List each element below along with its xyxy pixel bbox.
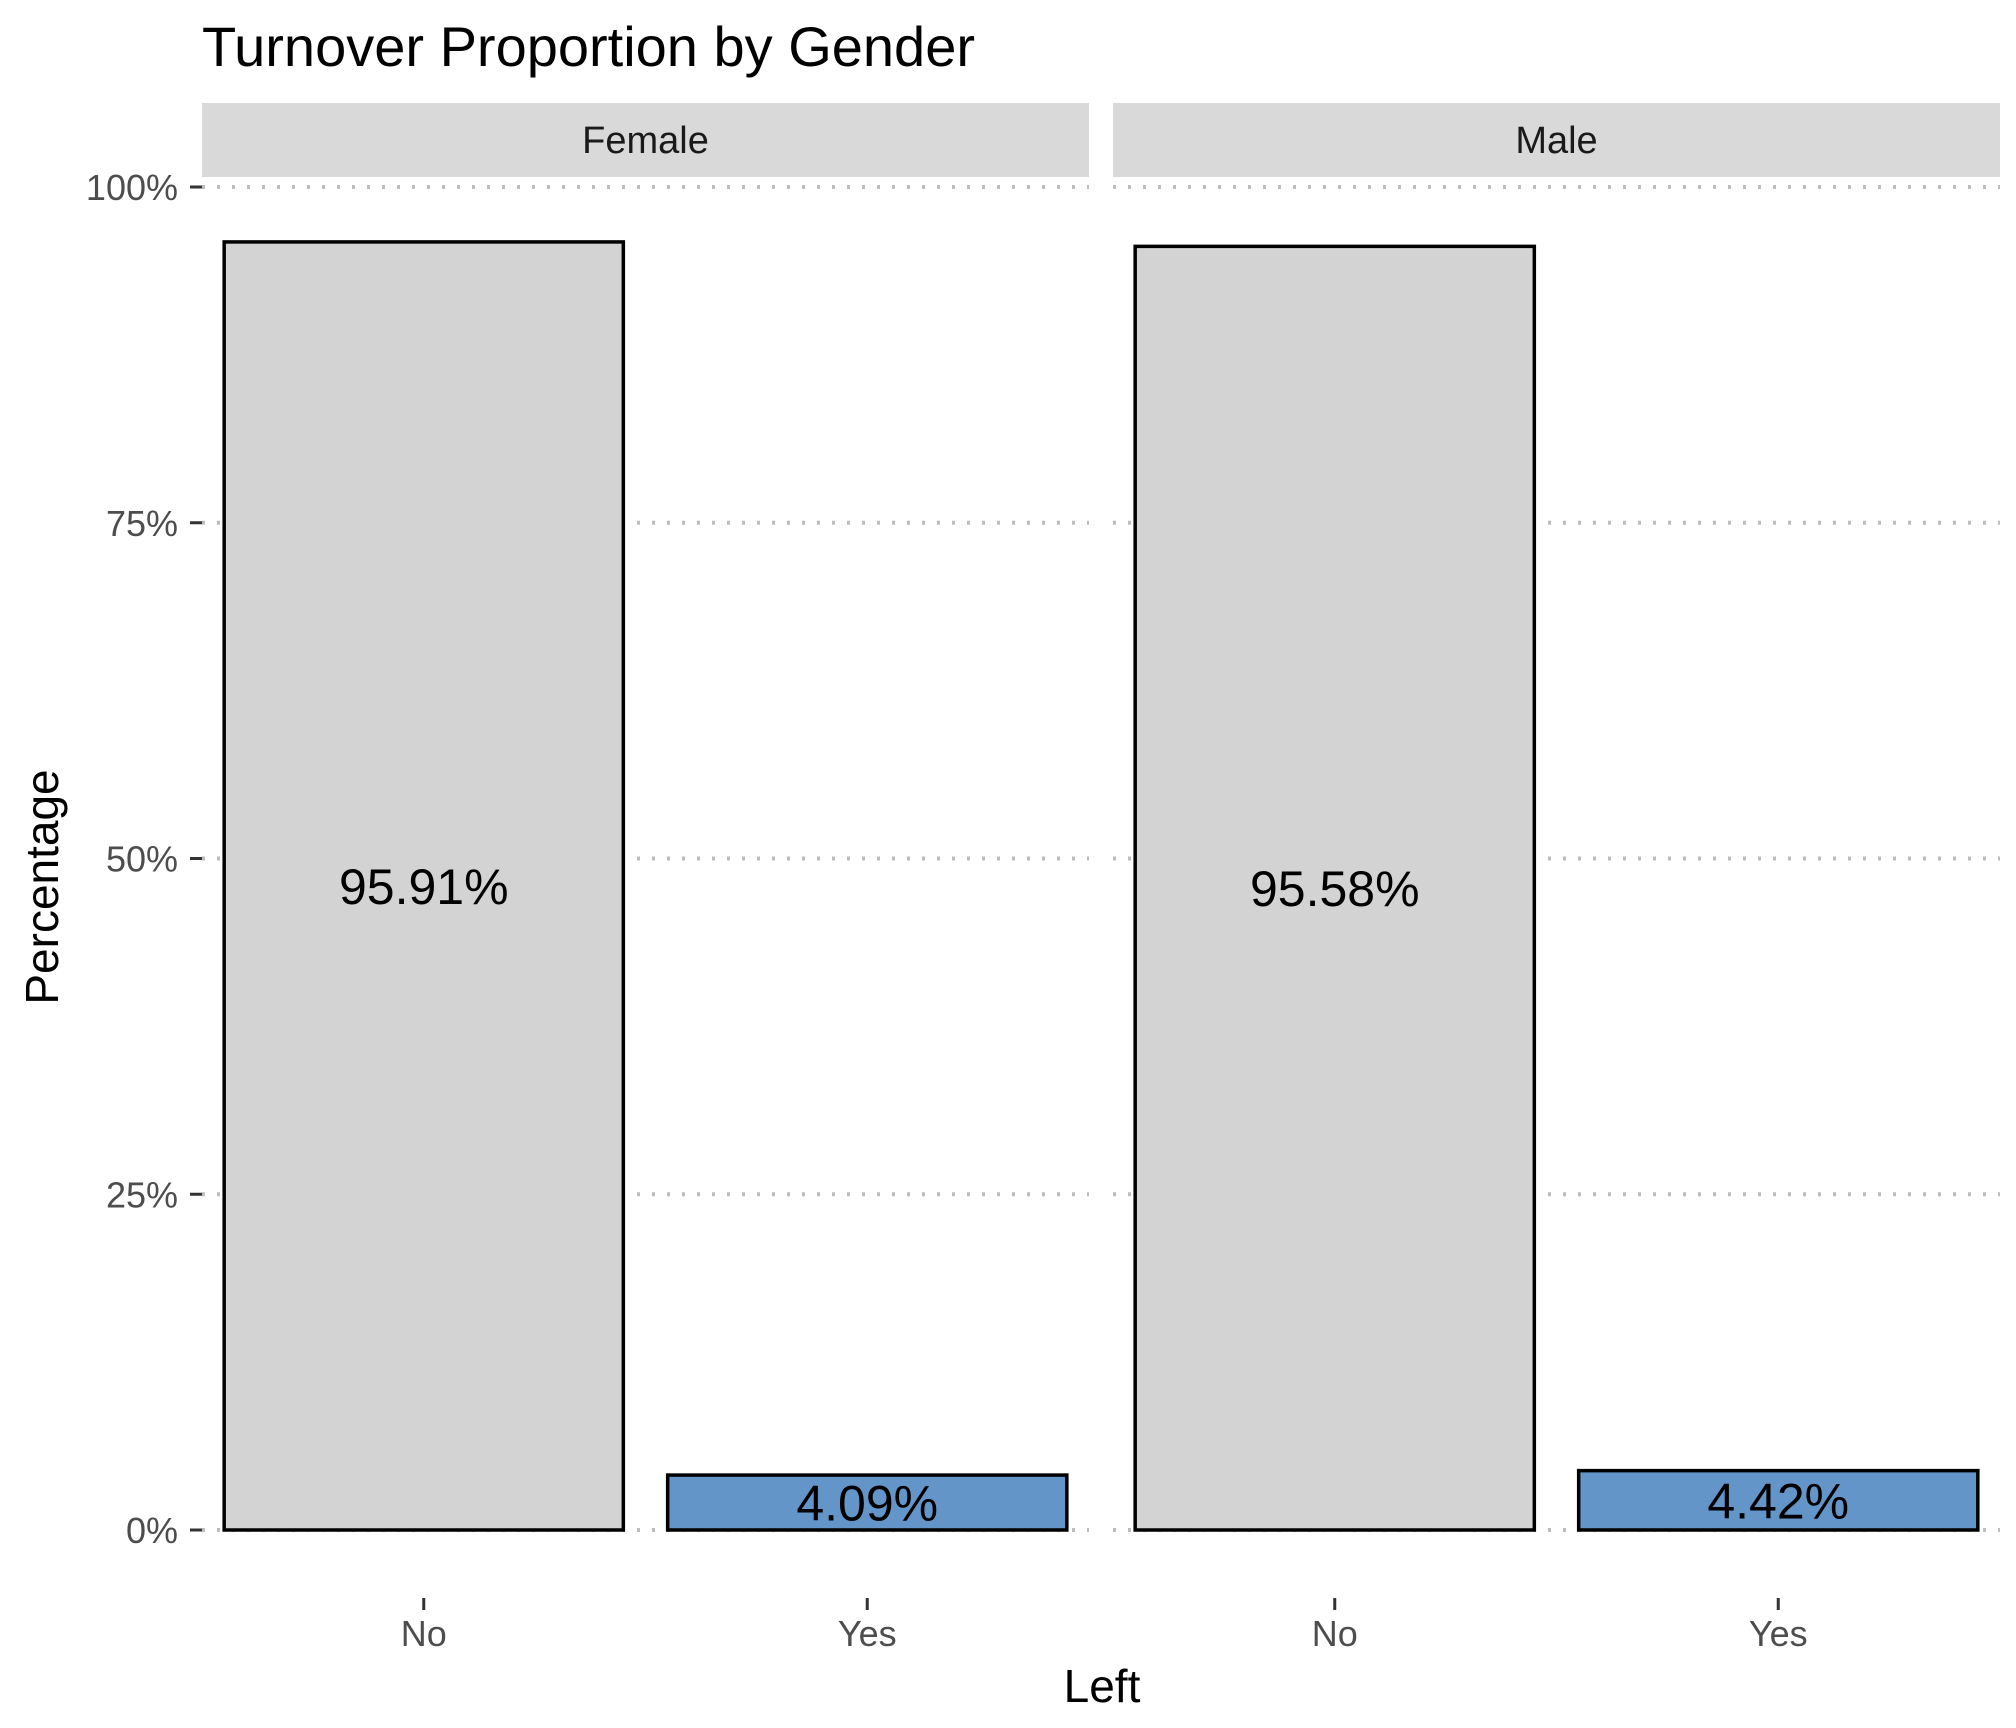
bar-yes [1576,1468,1980,1532]
bar-value-label: 95.91% [339,859,509,915]
y-tick-label: 75% [106,503,178,544]
bar-value-label: 4.09% [796,1476,938,1532]
x-tick-label: No [1312,1613,1358,1654]
y-tick-label: 25% [106,1174,178,1215]
x-tick-label: Yes [1749,1613,1808,1654]
bar-yes [665,1473,1069,1532]
facet-layer: Female 95.91% No 4.09% Yes Male 95.58% No 4.42% Y… [202,103,2000,1654]
x-tick-label: No [401,1613,447,1654]
y-tick-label: 50% [106,839,178,880]
bar-value-label: 95.58% [1250,861,1420,917]
y-axis-title: Percentage [16,769,68,1004]
bar-value-label: 4.42% [1707,1473,1849,1529]
chart-title: Turnover Proportion by Gender [202,15,975,78]
y-tick-label: 100% [86,167,178,208]
bar-no [222,240,626,1532]
bar-no [1133,244,1537,1532]
facet-strip [202,103,1089,177]
facet-female: Female 95.91% No 4.09% Yes [202,103,1089,1654]
facet-strip-label: Male [1515,120,1597,162]
facet-male: Male 95.58% No 4.42% Yes [1113,103,2000,1654]
y-tick-label: 0% [126,1510,178,1551]
x-axis-title: Left [1064,1660,1141,1712]
x-tick-label: Yes [838,1613,897,1654]
facet-strip-label: Female [582,120,709,162]
facet-strip [1113,103,2000,177]
y-axis: 0% 25% 50% 75% 100% [86,167,202,1551]
